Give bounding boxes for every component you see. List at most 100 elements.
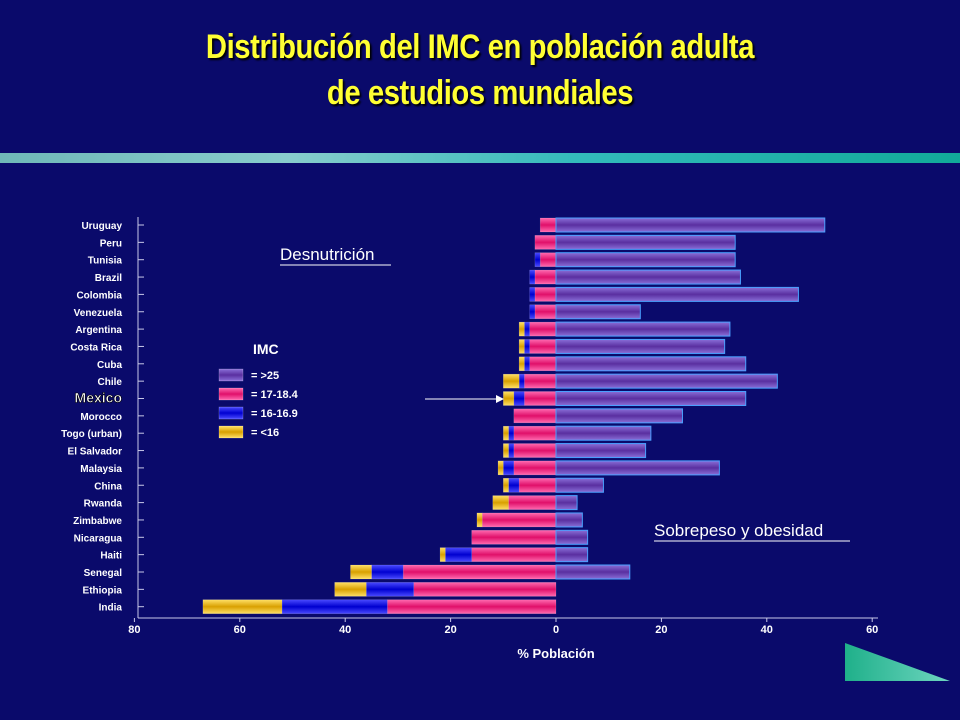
bar-left-<16	[497, 460, 504, 476]
bar-left-17-18.4	[513, 443, 557, 458]
chart-labels: Uruguay Peru Tunisia Brazil Colombia Venezuel…	[61, 221, 878, 661]
bar-left-17-18.4	[529, 339, 557, 354]
mexico-arrow-head	[496, 395, 504, 403]
bar-left-17-18.4	[471, 530, 557, 545]
x-tick-label: 40	[339, 624, 351, 636]
bar-left-16-16.9	[281, 599, 388, 614]
bar-right-overweight	[555, 338, 726, 354]
bar-left-<16	[518, 321, 525, 337]
bar-left-17-18.4	[471, 547, 557, 562]
x-tick-label: 0	[553, 624, 559, 636]
category-label: Chile	[98, 377, 123, 388]
bar-left-17-18.4	[518, 478, 557, 493]
category-label: Haiti	[100, 551, 122, 562]
category-label: Argentina	[75, 325, 122, 336]
bar-right-overweight	[555, 286, 799, 302]
bar-left-16-16.9	[371, 564, 404, 580]
x-tick-label: 20	[444, 624, 456, 636]
x-tick-label: 80	[128, 624, 140, 636]
bar-left-17-18.4	[513, 460, 557, 476]
category-label: Peru	[100, 238, 122, 249]
bar-left-17-18.4	[534, 304, 557, 319]
bar-left-17-18.4	[534, 287, 557, 302]
bar-left-<16	[334, 582, 367, 597]
bar-left-16-16.9	[508, 425, 515, 441]
bar-left-<16	[202, 599, 283, 614]
category-label: Senegal	[84, 568, 123, 579]
legend-swatch	[218, 387, 244, 401]
bar-left-17-18.4	[508, 495, 557, 510]
bar-left-16-16.9	[366, 582, 414, 597]
category-label: India	[99, 603, 123, 614]
category-label: Costa Rica	[70, 342, 122, 353]
bar-left-17-18.4	[534, 235, 557, 250]
bar-left-16-16.9	[508, 443, 515, 458]
category-label: Malaysia	[80, 464, 122, 475]
bar-left-16-16.9	[529, 304, 536, 319]
category-label: Rwanda	[84, 499, 123, 510]
annotation-overweight: Sobrepeso y obesidad	[654, 521, 823, 540]
chart-legend: IMC = >25 = 17-18.4 = 16-16.9 = <16	[218, 341, 299, 439]
bar-right-overweight	[555, 217, 826, 233]
bar-left-17-18.4	[529, 321, 557, 337]
bar-left-17-18.4	[413, 582, 557, 597]
bar-right-overweight	[555, 477, 604, 493]
legend-label: = 17-18.4	[251, 389, 299, 401]
bar-right-overweight	[555, 391, 747, 406]
bar-right-overweight	[555, 269, 741, 285]
category-label: Morocco	[80, 412, 122, 423]
bar-left-<16	[518, 356, 525, 372]
bar-left-17-18.4	[539, 217, 557, 233]
bar-left-<16	[492, 495, 509, 510]
bar-right-overweight	[555, 408, 683, 424]
annotation-undernutrition: Desnutrición	[280, 245, 375, 264]
bar-left-16-16.9	[524, 339, 530, 354]
corner-decoration	[845, 643, 950, 681]
bar-right-overweight	[555, 304, 641, 320]
chart-axes	[133, 217, 878, 622]
bar-left-17-18.4	[481, 512, 557, 528]
bar-left-17-18.4	[513, 408, 557, 424]
bar-left-<16	[503, 373, 520, 389]
bar-left-16-16.9	[524, 356, 530, 372]
bar-left-16-16.9	[503, 460, 515, 476]
bar-right-overweight	[555, 321, 731, 337]
bar-left-16-16.9	[529, 287, 536, 302]
bar-left-17-18.4	[524, 373, 557, 389]
bar-right-overweight	[555, 460, 720, 476]
legend-swatch	[218, 425, 244, 439]
bar-left-<16	[476, 512, 483, 528]
bar-right-overweight	[555, 547, 589, 563]
bar-left-<16	[503, 478, 509, 493]
bar-right-overweight	[555, 234, 736, 250]
bar-left-17-18.4	[539, 252, 557, 267]
x-tick-label: 40	[761, 624, 773, 636]
bar-left-16-16.9	[513, 391, 525, 406]
bar-left-16-16.9	[529, 269, 536, 285]
category-label: Nicaragua	[74, 533, 123, 544]
category-label: Colombia	[76, 290, 122, 301]
category-label: Togo (urban)	[61, 429, 122, 440]
x-tick-label: 20	[655, 624, 667, 636]
x-tick-label: 60	[866, 624, 878, 636]
category-label: Zimbabwe	[73, 516, 122, 527]
bar-left-16-16.9	[518, 373, 525, 389]
chart-title-line-2: de estudios mundiales	[326, 74, 634, 112]
legend-swatch	[218, 406, 244, 420]
bar-left-17-18.4	[387, 599, 557, 614]
category-label: Ethiopia	[83, 585, 123, 596]
chart-bars	[202, 217, 826, 614]
category-label: Mexico	[75, 390, 122, 406]
bar-left-<16	[503, 391, 515, 406]
category-label: Uruguay	[81, 221, 122, 232]
x-axis-label: % Población	[517, 646, 594, 661]
category-label: China	[94, 481, 122, 492]
bar-left-<16	[518, 339, 525, 354]
bar-right-overweight	[555, 425, 652, 441]
bar-left-17-18.4	[534, 269, 557, 285]
legend-swatch	[218, 368, 244, 382]
bar-left-17-18.4	[524, 391, 557, 406]
bar-left-17-18.4	[529, 356, 557, 372]
legend-title: IMC	[253, 341, 279, 357]
bar-left-17-18.4	[402, 564, 557, 580]
